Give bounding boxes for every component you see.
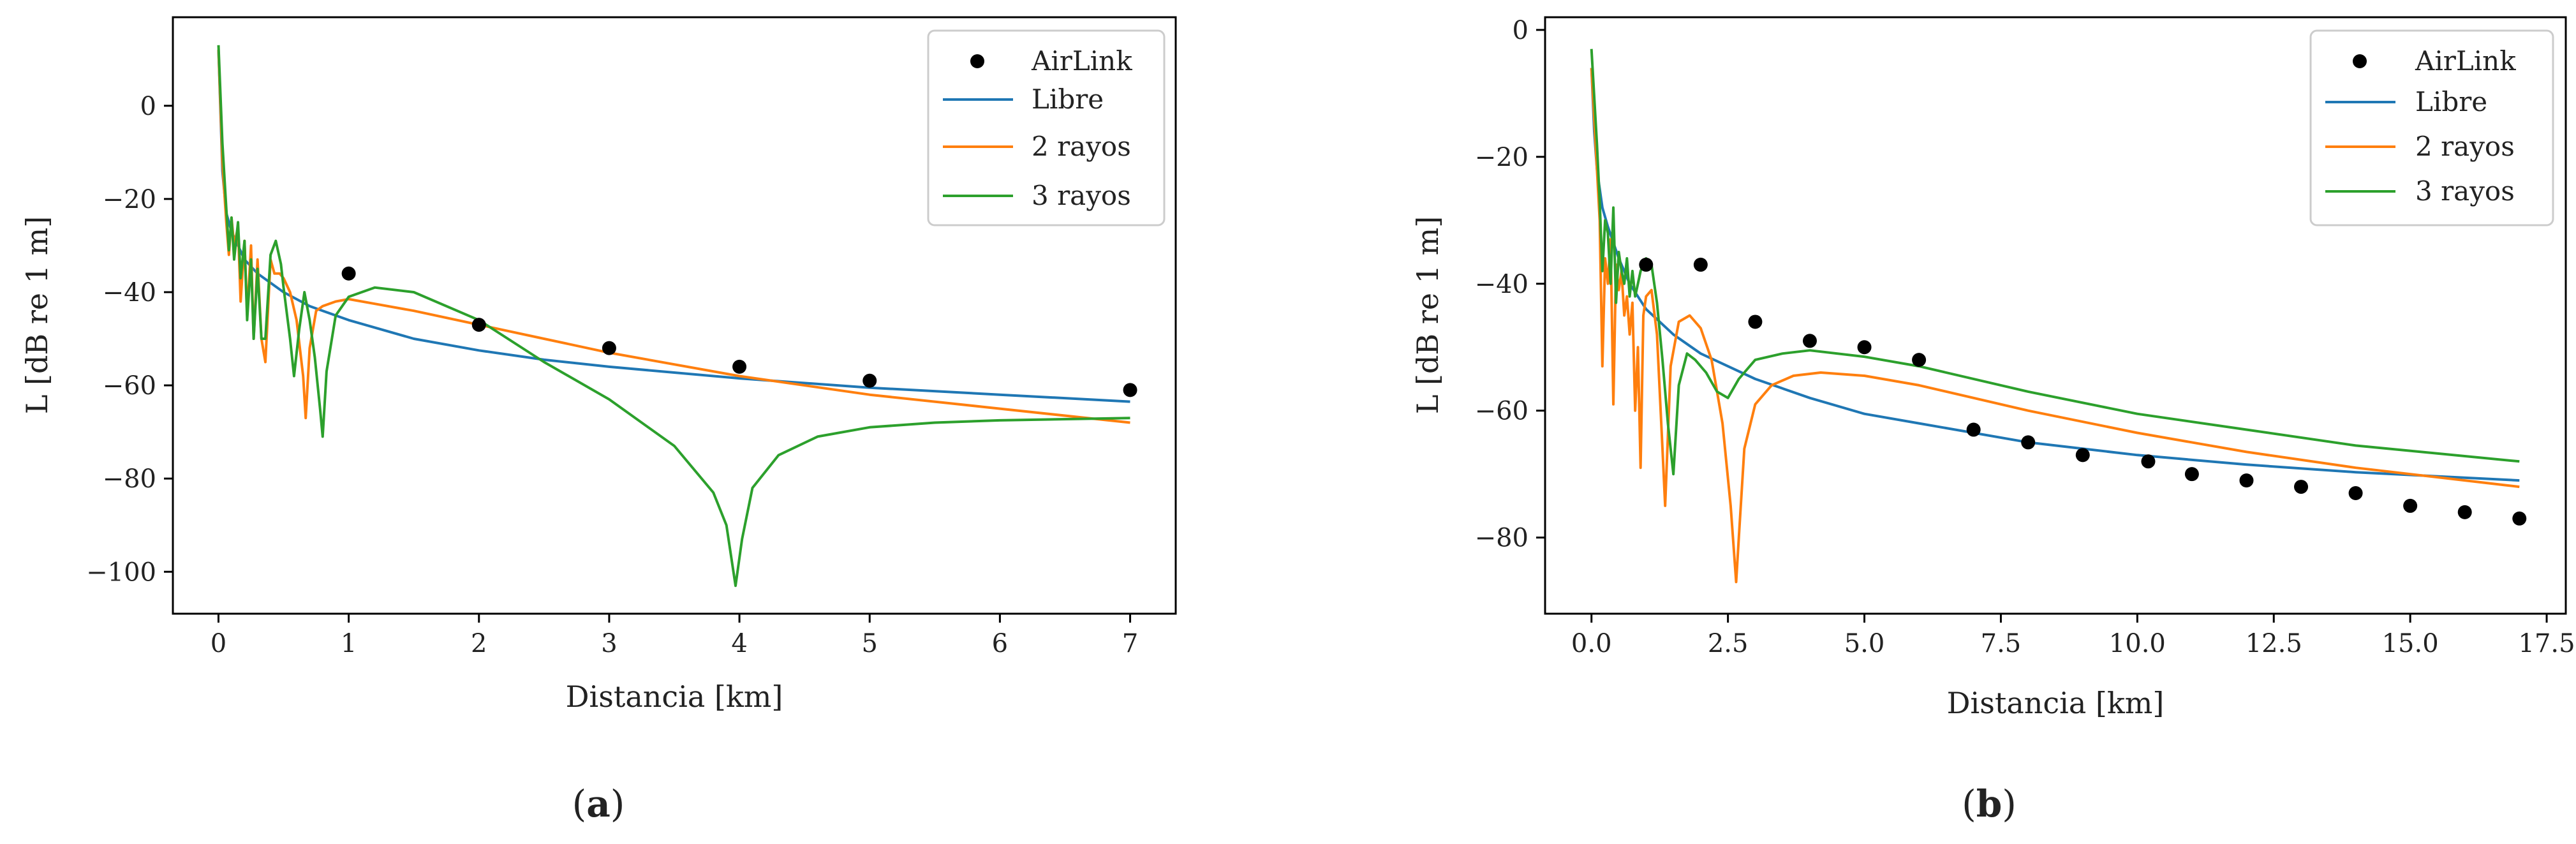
- caption-label-b: b: [1976, 782, 2002, 825]
- series-line-libre-b: [1590, 68, 2520, 482]
- y-tick-label-b-1: −20: [1475, 143, 1529, 172]
- legend-label-2rayos-b: 2 rayos: [2415, 131, 2515, 162]
- legend-marker-airlink-b: [2353, 54, 2367, 68]
- y-tick-label-a-0: 0: [140, 92, 156, 121]
- data-point-airlink-b-5: [1912, 353, 1927, 367]
- legend-marker-airlink-a: [970, 54, 984, 68]
- data-point-airlink-a-0: [341, 266, 356, 281]
- data-point-airlink-a-4: [862, 373, 877, 388]
- caption-b: (b): [1962, 782, 2017, 825]
- plot-area-a: [217, 45, 1137, 588]
- series-line-3-rayos-a: [217, 45, 1130, 588]
- y-tick-label-b-3: −60: [1475, 397, 1529, 426]
- x-tick-label-b-5: 12.5: [2246, 629, 2302, 658]
- y-tick-label-a-1: −20: [103, 185, 156, 214]
- y-axis-title-b: L [dB re 1 m]: [1410, 216, 1445, 414]
- y-axis-title-a: L [dB re 1 m]: [20, 216, 54, 414]
- data-point-airlink-a-2: [602, 341, 616, 355]
- legend-label-libre-a: Libre: [1032, 84, 1104, 115]
- y-tick-label-a-2: −40: [103, 278, 156, 307]
- data-point-airlink-b-14: [2403, 498, 2418, 513]
- data-point-airlink-b-3: [1802, 334, 1817, 348]
- legend-a: AirLink Libre 2 rayos 3 rayos: [927, 29, 1166, 226]
- data-point-airlink-b-4: [1857, 340, 1872, 355]
- data-point-airlink-b-15: [2457, 505, 2472, 519]
- x-tick-label-a-6: 6: [992, 629, 1008, 658]
- x-tick-label-a-2: 2: [471, 629, 487, 658]
- y-tick-label-b-4: −80: [1475, 524, 1529, 553]
- data-point-airlink-b-16: [2512, 511, 2527, 526]
- y-tick-label-a-4: −80: [103, 464, 156, 494]
- data-point-airlink-a-5: [1123, 383, 1137, 397]
- x-tick-label-b-2: 5.0: [1844, 629, 1885, 658]
- x-tick-label-a-4: 4: [731, 629, 747, 658]
- legend-label-airlink-a: AirLink: [1031, 45, 1132, 77]
- data-point-airlink-a-1: [471, 318, 486, 332]
- data-point-airlink-b-10: [2184, 467, 2199, 482]
- series-line-3-rayos-b: [1590, 48, 2520, 476]
- legend-label-3rayos-a: 3 rayos: [1032, 180, 1131, 211]
- y-tick-label-b-2: −40: [1475, 270, 1529, 299]
- caption-label-a: a: [586, 782, 611, 825]
- data-point-airlink-b-9: [2141, 454, 2156, 469]
- legend-b: AirLink Libre 2 rayos 3 rayos: [2309, 29, 2554, 226]
- series-line-2-rayos-b: [1590, 68, 2520, 584]
- data-point-airlink-b-2: [1748, 315, 1763, 329]
- x-tick-label-b-3: 7.5: [1981, 629, 2022, 658]
- chart-panel-b: Distancia [km] L [dB re 1 m] AirLink Lib…: [1410, 16, 2575, 825]
- axes-frame-a: [172, 16, 1177, 615]
- legend-label-libre-b: Libre: [2415, 86, 2487, 117]
- x-tick-label-a-0: 0: [211, 629, 226, 658]
- legend-box-b: [2309, 29, 2554, 226]
- data-point-airlink-b-6: [1966, 422, 1981, 437]
- x-tick-label-a-7: 7: [1122, 629, 1138, 658]
- axes-frame-b: [1544, 16, 2567, 615]
- data-point-airlink-b-1: [1693, 257, 1708, 272]
- y-tick-label-b-0: 0: [1513, 16, 1529, 45]
- x-tick-label-a-3: 3: [601, 629, 617, 658]
- x-tick-label-b-7: 17.5: [2519, 629, 2575, 658]
- y-tick-label-a-3: −60: [103, 371, 156, 401]
- caption-a: (a): [572, 782, 625, 825]
- x-tick-label-a-5: 5: [862, 629, 878, 658]
- legend-box-a: [927, 29, 1166, 226]
- data-point-airlink-b-8: [2075, 448, 2090, 463]
- data-point-airlink-b-7: [2021, 435, 2036, 450]
- x-axis-title-b: Distancia [km]: [1947, 686, 2165, 720]
- y-tick-label-a-5: −100: [86, 558, 156, 587]
- x-tick-label-b-1: 2.5: [1708, 629, 1749, 658]
- data-point-airlink-b-0: [1639, 257, 1654, 272]
- data-point-airlink-a-3: [732, 359, 747, 374]
- chart-panel-a: Distancia [km] L [dB re 1 m] AirLink Lib…: [20, 16, 1177, 825]
- plot-area-b: [1590, 48, 2527, 584]
- data-point-airlink-b-11: [2239, 473, 2254, 488]
- data-point-airlink-b-13: [2348, 486, 2363, 501]
- data-point-airlink-b-12: [2294, 480, 2309, 494]
- x-tick-label-b-4: 10.0: [2109, 629, 2166, 658]
- legend-label-airlink-b: AirLink: [2415, 45, 2516, 77]
- x-tick-label-b-0: 0.0: [1571, 629, 1612, 658]
- x-tick-label-a-1: 1: [341, 629, 357, 658]
- legend-label-2rayos-a: 2 rayos: [1032, 131, 1131, 162]
- x-tick-label-b-6: 15.0: [2382, 629, 2439, 658]
- x-axis-title-a: Distancia [km]: [566, 679, 783, 714]
- legend-label-3rayos-b: 3 rayos: [2415, 175, 2515, 207]
